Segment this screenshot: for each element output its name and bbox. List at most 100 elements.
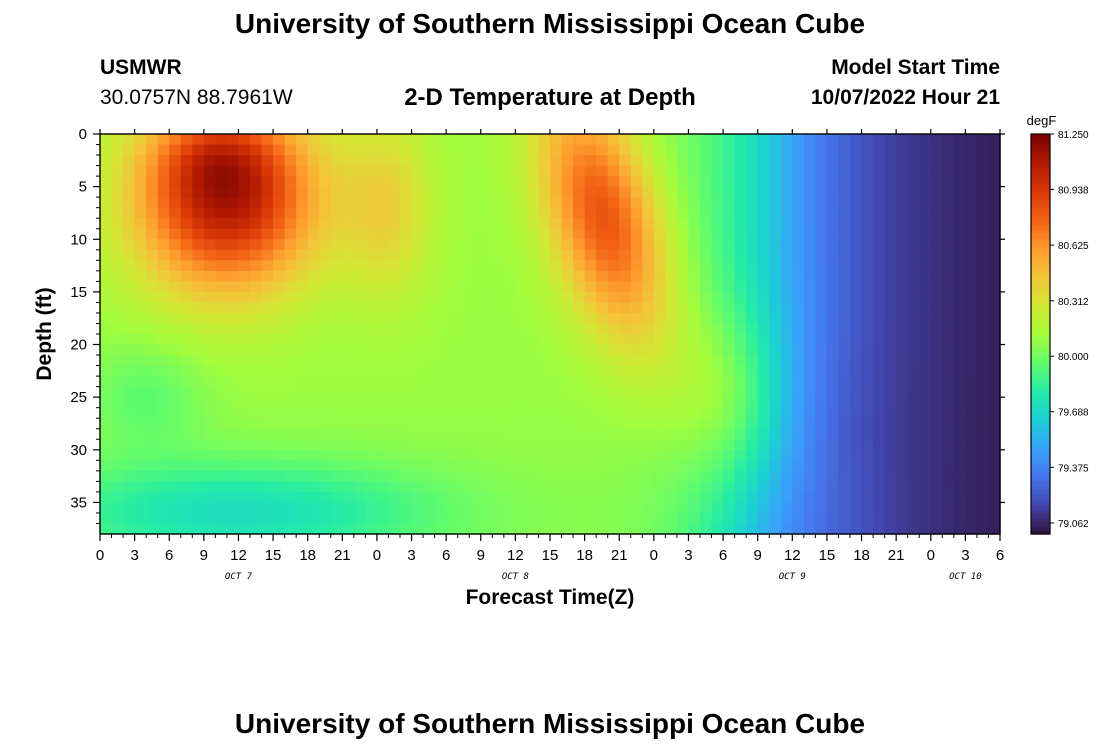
heatmap-cell — [965, 365, 978, 377]
heatmap-cell — [757, 228, 770, 240]
heatmap-cell — [688, 491, 701, 504]
heatmap-cell — [376, 376, 390, 388]
heatmap-cell — [342, 523, 355, 535]
heatmap-cell — [480, 460, 493, 472]
heatmap-cell — [400, 397, 413, 409]
heatmap-cell — [376, 197, 390, 209]
heatmap-cell — [284, 144, 297, 156]
heatmap-cell — [711, 144, 724, 156]
heatmap-cell — [342, 491, 355, 504]
heatmap-cell — [907, 302, 920, 314]
heatmap-cell — [942, 270, 955, 282]
heatmap-cell — [550, 502, 563, 514]
heatmap-cell — [919, 186, 932, 198]
heatmap-cell — [976, 523, 990, 535]
heatmap-cell — [884, 260, 897, 272]
heatmap-cell — [619, 491, 632, 504]
heatmap-cell — [769, 239, 782, 251]
heatmap-cell — [596, 355, 609, 367]
heatmap-cell — [307, 197, 320, 209]
heatmap-cell — [353, 428, 366, 440]
heatmap-cell — [803, 302, 816, 314]
heatmap-cell — [423, 397, 436, 409]
heatmap-cell — [573, 197, 586, 209]
heatmap-cell — [826, 134, 840, 146]
heatmap-cell — [942, 491, 955, 504]
colorbar-cell — [1031, 146, 1050, 151]
heatmap-cell — [550, 439, 563, 451]
heatmap-cell — [157, 523, 170, 535]
heatmap-cell — [550, 428, 563, 440]
heatmap-cell — [111, 239, 124, 251]
heatmap-cell — [780, 523, 793, 535]
heatmap-cell — [780, 355, 793, 367]
heatmap-cell — [746, 155, 759, 167]
heatmap-cell — [400, 270, 413, 282]
heatmap-cell — [769, 186, 782, 198]
heatmap-cell — [388, 334, 401, 346]
colorbar-cell — [1031, 214, 1050, 219]
heatmap-cell — [930, 186, 943, 198]
heatmap-cell — [226, 491, 240, 504]
heatmap-cell — [700, 239, 713, 251]
heatmap-cell — [976, 239, 990, 251]
heatmap-cell — [215, 365, 228, 377]
heatmap-cell — [157, 512, 170, 525]
heatmap-cell — [965, 470, 978, 482]
heatmap-cell — [365, 260, 378, 272]
heatmap-cell — [688, 323, 701, 335]
heatmap-cell — [515, 323, 528, 335]
heatmap-cell — [515, 186, 528, 198]
heatmap-cell — [838, 144, 851, 156]
heatmap-cell — [157, 407, 170, 419]
heatmap-cell — [226, 312, 240, 325]
heatmap-cell — [665, 144, 678, 156]
heatmap-cell — [965, 439, 978, 451]
heatmap-cell — [388, 186, 401, 198]
heatmap-cell — [700, 197, 713, 209]
heatmap-cell — [630, 239, 643, 251]
heatmap-cell — [596, 449, 609, 461]
heatmap-cell — [619, 418, 632, 430]
heatmap-cell — [861, 481, 874, 493]
heatmap-cell — [492, 228, 505, 240]
heatmap-cell — [503, 270, 516, 282]
heatmap-cell — [423, 228, 436, 240]
heatmap-cell — [261, 439, 274, 451]
heatmap-cell — [561, 365, 574, 377]
heatmap-cell — [573, 523, 586, 535]
heatmap-cell — [134, 523, 147, 535]
heatmap-cell — [353, 491, 366, 504]
heatmap-cell — [757, 218, 770, 230]
heatmap-cell — [734, 270, 747, 282]
heatmap-cell — [942, 428, 955, 440]
heatmap-cell — [123, 228, 136, 240]
heatmap-cell — [676, 165, 690, 177]
heatmap-cell — [780, 155, 793, 167]
heatmap-cell — [850, 460, 863, 472]
heatmap-cell — [492, 460, 505, 472]
heatmap-cell — [584, 176, 597, 188]
heatmap-cell — [907, 512, 920, 525]
heatmap-cell — [515, 302, 528, 314]
heatmap-cell — [665, 197, 678, 209]
heatmap-cell — [238, 376, 251, 388]
heatmap-cell — [319, 397, 332, 409]
heatmap-cell — [307, 249, 320, 261]
heatmap-cell — [538, 386, 551, 398]
heatmap-cell — [319, 376, 332, 388]
heatmap-cell — [226, 260, 240, 272]
heatmap-cell — [273, 291, 286, 304]
heatmap-cell — [757, 460, 770, 472]
heatmap-cell — [330, 270, 343, 282]
heatmap-cell — [365, 428, 378, 440]
heatmap-cell — [296, 218, 309, 230]
heatmap-cell — [723, 386, 736, 398]
heatmap-cell — [469, 428, 482, 440]
heatmap-cell — [919, 439, 932, 451]
heatmap-cell — [457, 218, 470, 230]
heatmap-cell — [769, 397, 782, 409]
heatmap-cell — [261, 428, 274, 440]
heatmap-cell — [665, 502, 678, 514]
heatmap-cell — [111, 228, 124, 240]
